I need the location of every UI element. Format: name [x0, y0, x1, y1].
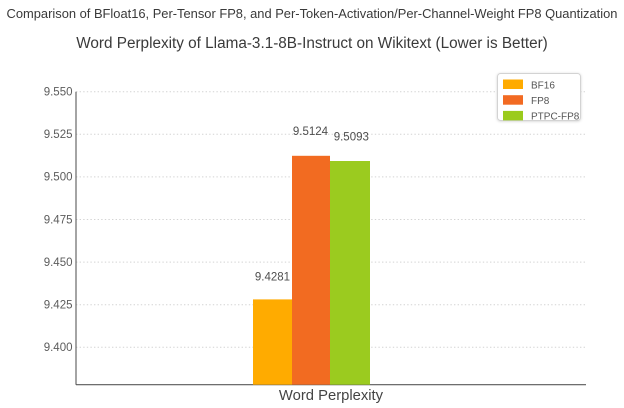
svg-text:9.4281: 9.4281	[255, 271, 290, 283]
svg-text:9.425: 9.425	[44, 300, 73, 312]
svg-text:9.550: 9.550	[44, 87, 73, 99]
svg-text:FP8: FP8	[531, 96, 550, 107]
svg-text:BF16: BF16	[531, 80, 555, 91]
svg-text:Word Perplexity: Word Perplexity	[279, 388, 384, 404]
svg-text:9.500: 9.500	[44, 172, 73, 184]
svg-text:9.450: 9.450	[44, 257, 73, 269]
svg-text:9.5124: 9.5124	[293, 126, 329, 138]
svg-text:9.5093: 9.5093	[334, 132, 369, 144]
svg-text:9.400: 9.400	[44, 342, 73, 354]
svg-text:PTPC-FP8: PTPC-FP8	[531, 112, 580, 123]
svg-text:9.525: 9.525	[44, 129, 73, 141]
svg-text:9.475: 9.475	[44, 214, 73, 226]
